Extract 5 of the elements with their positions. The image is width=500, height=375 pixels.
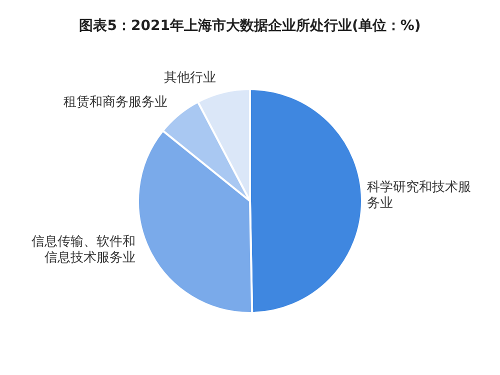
slice-label: 其他行业 (164, 70, 216, 86)
slice-label: 科学研究和技术服务业 (366, 180, 471, 211)
slice-label: 租赁和商务服务业 (64, 94, 168, 110)
slice-label: 信息传输、软件和信息技术服务业 (31, 234, 136, 266)
chart-title: 图表5：2021年上海市大数据企业所处行业(单位：%) (78, 16, 422, 36)
